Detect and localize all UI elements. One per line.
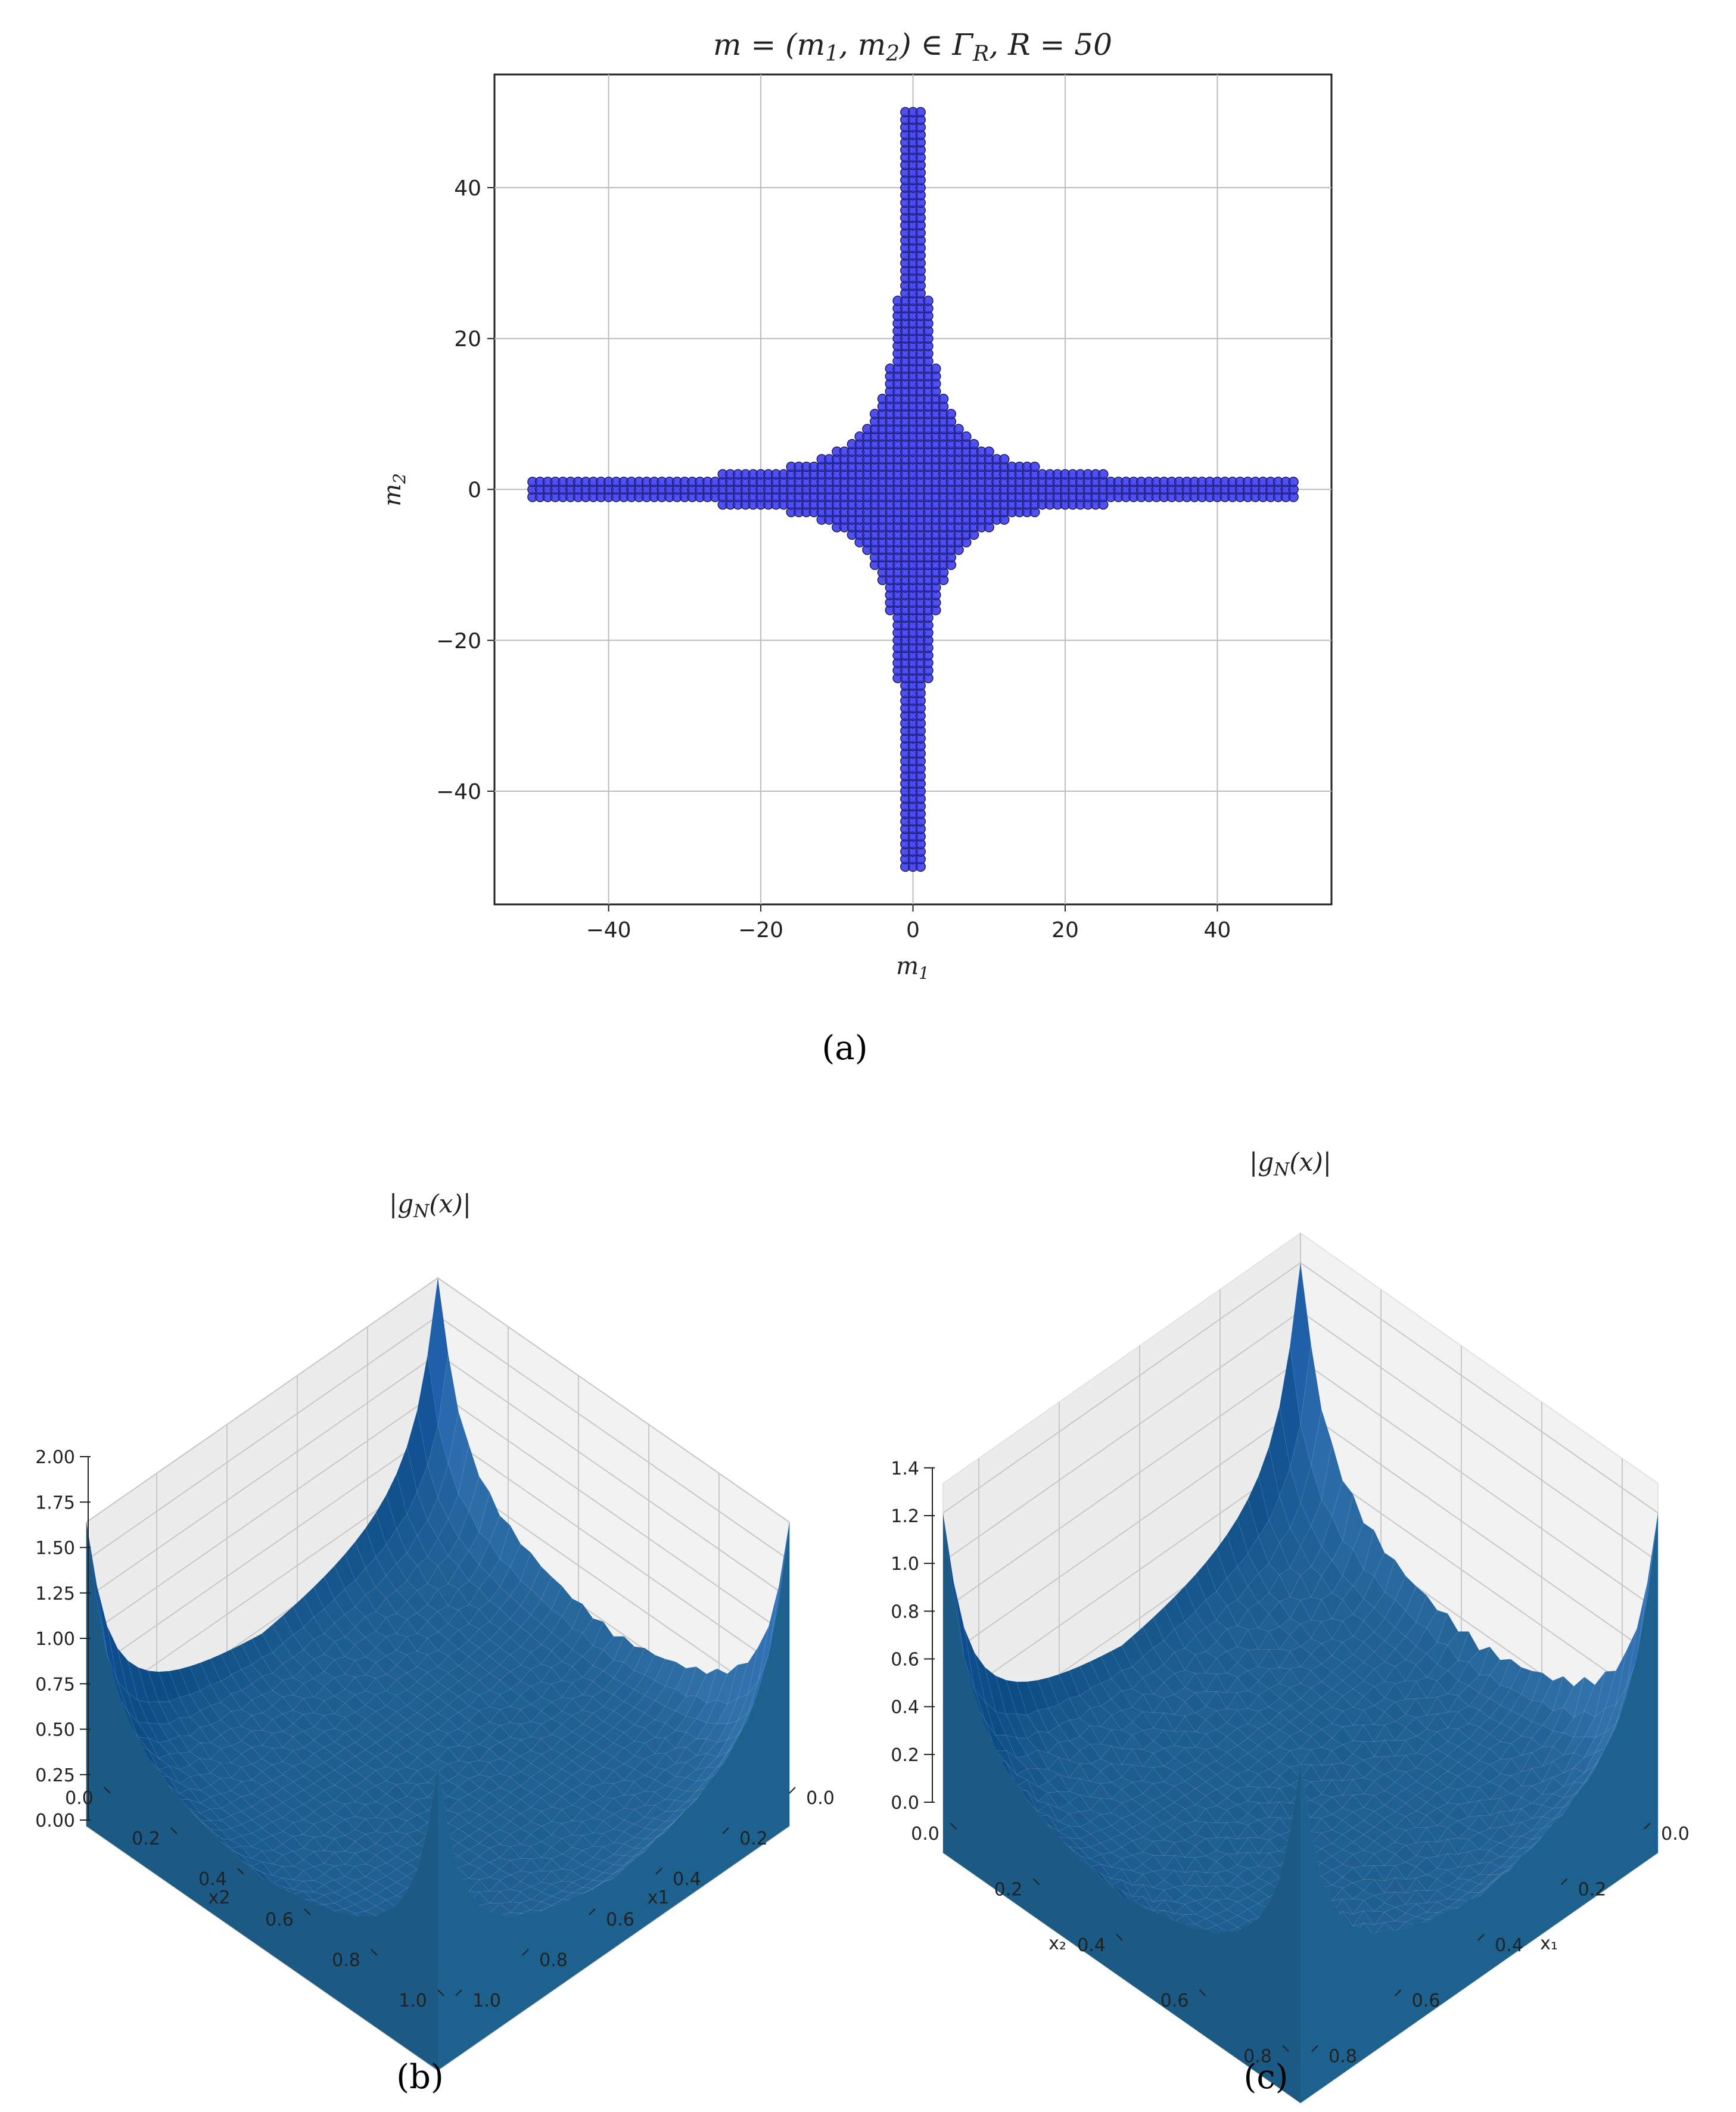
x-tick-label: −20: [738, 918, 783, 943]
scatter-panel-a: m = (m1, m2) ∈ ΓR, R = 50 −40 −20 0 20 40−40…: [379, 27, 1333, 1068]
scatter-points-a: [527, 107, 1299, 872]
x1-tick-label: 1.0: [472, 1990, 501, 2011]
z-tick-label: 1.50: [35, 1538, 75, 1559]
x-tick-label: 40: [1204, 918, 1231, 943]
pane-grid-line: [86, 1391, 438, 1637]
scatter-point: [945, 409, 957, 419]
chart-a-title: m = (m1, m2) ∈ ΓR, R = 50: [713, 27, 1112, 66]
z-tick-label: 1.75: [35, 1492, 75, 1513]
x1-tick-label: 0.6: [606, 1909, 634, 1930]
x2-tick-label: 0.4: [198, 1869, 227, 1890]
pane-grid-line: [86, 1353, 438, 1599]
surface-panel-b: |gN(x)| 0.00 0.25 0.50 0.75 1.00 1.25 1.50 1.75…: [35, 1189, 835, 2097]
x1-tick-label: 0.8: [1329, 2046, 1357, 2067]
caption-a: (a): [822, 1029, 867, 1068]
scatter-point: [1288, 477, 1299, 487]
x1-tick-label: 0.0: [1661, 1824, 1690, 1844]
x2-axis-label-c: x₂: [1049, 1933, 1066, 1954]
z-tick-label: 1.25: [35, 1584, 75, 1604]
z-tick-label: 1.00: [35, 1629, 75, 1650]
surface-panel-c: |gN(x)| 0.0 0.2 0.4 0.6 0.8 1.0 1.2 1.4 0.0 0.2 0.…: [891, 1147, 1690, 2104]
scatter-point: [1098, 469, 1109, 480]
scatter-point: [961, 431, 972, 442]
scatter-point: [999, 454, 1010, 465]
x2-axis-label-b: x2: [209, 1887, 231, 1908]
y-axis-label-a: m2: [379, 473, 409, 506]
z-tick-label: 0.0: [891, 1793, 919, 1814]
x1-tick-label: 0.4: [1495, 1935, 1523, 1956]
chart-c-title: |gN(x)|: [1249, 1147, 1331, 1180]
z-tick-label: 0.25: [35, 1765, 75, 1786]
pane-grid-line: [86, 1277, 438, 1523]
scatter-point: [931, 363, 941, 374]
x2-tick-label: 0.6: [265, 1909, 294, 1930]
x1-axis-label-b: x1: [648, 1887, 670, 1908]
z-tick-label: 0.75: [35, 1674, 75, 1695]
z-tick-label: 0.6: [891, 1649, 919, 1670]
z-tick-label: 1.0: [891, 1554, 919, 1575]
x1-tick-label: 0.6: [1412, 1990, 1441, 2011]
pane-grid-line: [437, 1353, 790, 1599]
z-tick-label: 0.2: [891, 1745, 919, 1766]
y-tick-label: −40: [436, 780, 481, 804]
scatter-point: [1029, 461, 1040, 472]
x1-tick-label: 0.2: [1578, 1879, 1607, 1900]
x2-tick-label: 0.0: [65, 1788, 94, 1809]
x1-tick-mark: [789, 1787, 796, 1794]
x1-axis-label-c: x₁: [1540, 1933, 1558, 1954]
x2-tick-label: 0.2: [132, 1828, 160, 1849]
pane-grid-line: [86, 1429, 438, 1675]
x-tick-label: 0: [906, 918, 920, 943]
x1-tick-label: 0.4: [673, 1869, 701, 1890]
z-tick-label: 1.4: [891, 1458, 919, 1479]
scatter-point: [953, 424, 964, 434]
x2-tick-label: 0.2: [994, 1879, 1023, 1900]
scatter-point: [923, 296, 934, 306]
pane-grid-line: [437, 1315, 790, 1561]
x-tick-label: −40: [586, 918, 631, 943]
y-tick-label: 0: [468, 478, 481, 503]
scatter-point: [938, 393, 949, 405]
pane-grid-line: [437, 1277, 790, 1523]
z-tick-label: 0.50: [35, 1720, 75, 1741]
y-tick-label: −20: [436, 629, 481, 654]
y-tick-label: 40: [454, 176, 481, 201]
chart-b-title: |gN(x)|: [389, 1189, 471, 1222]
x1-tick-label: 0.8: [539, 1950, 568, 1971]
caption-c: (c): [1243, 2058, 1288, 2097]
x1-tick-label: 0.0: [806, 1788, 835, 1809]
scatter-point: [969, 438, 979, 450]
surface-b: [86, 1277, 790, 2070]
pane-grid-line: [437, 1391, 790, 1637]
x2-tick-label: 0.6: [1161, 1990, 1189, 2011]
ticks-a: −40 −20 0 20 40 −40 −20 0 20 40: [436, 176, 1231, 943]
x2-tick-label: 0.8: [332, 1950, 360, 1971]
x1-tick-label: 0.2: [739, 1828, 768, 1849]
y-tick-label: 20: [454, 327, 481, 352]
pane-grid-line: [86, 1315, 438, 1561]
caption-b: (b): [396, 2058, 444, 2097]
z-tick-label: 1.2: [891, 1506, 919, 1527]
scatter-point: [984, 446, 994, 457]
z-tick-label: 0.8: [891, 1601, 919, 1622]
surface-c: [942, 1262, 1659, 2103]
x-tick-label: 20: [1051, 918, 1079, 943]
scatter-point: [915, 107, 926, 117]
z-tick-label: 0.4: [891, 1697, 919, 1718]
x2-tick-label: 1.0: [399, 1990, 427, 2011]
x2-tick-label: 0.4: [1077, 1935, 1106, 1956]
z-tick-label: 2.00: [35, 1447, 75, 1468]
pane-grid-line: [437, 1429, 790, 1675]
z-tick-label: 0.00: [35, 1811, 75, 1831]
x2-tick-label: 0.0: [911, 1824, 939, 1844]
x-axis-label-a: m1: [896, 953, 929, 983]
